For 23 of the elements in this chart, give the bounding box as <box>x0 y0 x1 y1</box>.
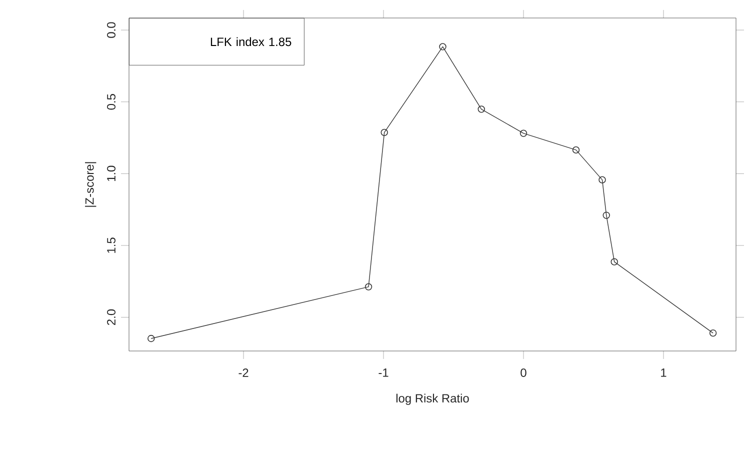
y-tick-label: 2.0 <box>107 309 116 325</box>
point <box>598 176 606 184</box>
x-tick-label: 0 <box>520 368 526 377</box>
point <box>380 128 388 136</box>
point <box>148 334 155 342</box>
point <box>364 283 372 290</box>
point <box>478 106 485 113</box>
x-tick-label: -2 <box>238 368 248 377</box>
point <box>610 258 618 266</box>
y-tick-label: 0.0 <box>107 22 116 38</box>
point <box>709 329 717 337</box>
x-tick-label: -1 <box>378 368 388 377</box>
y-tick-label: 1.5 <box>107 238 116 253</box>
x-axis-title: log Risk Ratio <box>396 394 469 405</box>
point <box>602 212 610 219</box>
point <box>439 43 446 50</box>
y-tick-label: 1.0 <box>107 166 116 182</box>
y-tick-label: 0.5 <box>107 94 116 110</box>
annotation: LFK index 1.85 <box>210 37 292 46</box>
y-axis-title: |Z-score| <box>85 162 96 207</box>
point <box>520 130 528 137</box>
point <box>572 146 580 154</box>
x-tick-label: 1 <box>661 368 666 377</box>
